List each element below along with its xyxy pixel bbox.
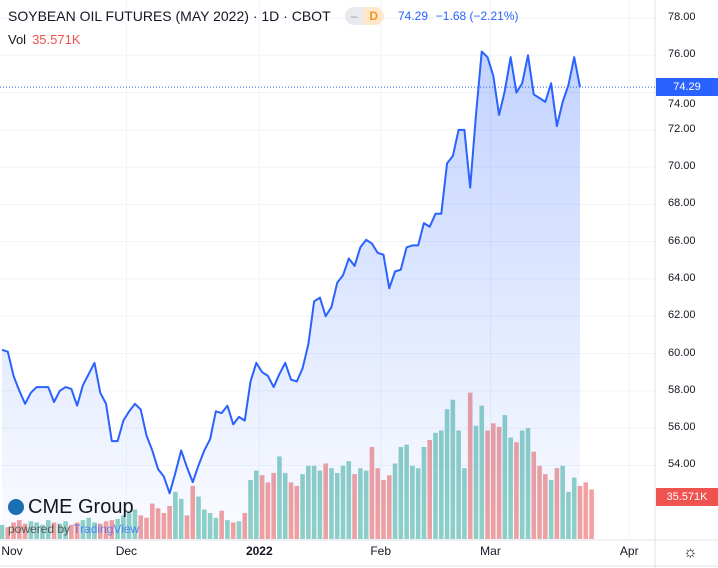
delayed-badge: D <box>363 7 384 25</box>
symbol-title: SOYBEAN OIL FUTURES (MAY 2022) <box>8 8 249 24</box>
volume-bar <box>583 482 589 539</box>
x-tick-label: Apr <box>619 544 639 558</box>
last-volume-tag: 35.571K <box>656 488 718 506</box>
exchange: CBOT <box>291 8 331 24</box>
y-tick-label: 54.00 <box>668 458 696 471</box>
y-tick-label: 72.00 <box>668 122 696 135</box>
volume-legend: Vol 35.571K <box>8 32 81 47</box>
price-area <box>2 51 580 540</box>
volume-value: 35.571K <box>32 32 81 47</box>
powered-text: powered by <box>8 522 71 536</box>
y-tick-label: 62.00 <box>668 309 696 322</box>
volume-label: Vol <box>8 32 27 47</box>
x-tick-label: 2022 <box>245 544 273 558</box>
separator: · <box>252 8 258 24</box>
y-tick-label: 74.00 <box>668 98 696 110</box>
minus-icon: – <box>344 7 364 25</box>
interval: 1D <box>261 8 280 24</box>
separator: · <box>283 8 288 24</box>
x-tick-label: Mar <box>480 544 501 558</box>
x-tick-label: Feb <box>370 544 392 558</box>
volume-bar <box>589 489 594 539</box>
price-line <box>1 50 581 495</box>
status-pill[interactable]: – D <box>344 7 384 25</box>
last-price: 74.29 <box>397 9 429 23</box>
x-tick-label: Nov <box>1 544 23 558</box>
globe-icon <box>8 499 24 515</box>
price-change: −1.68 (−2.21%) <box>435 9 519 23</box>
y-tick-label: 58.00 <box>668 383 696 396</box>
y-tick-label: 78.00 <box>668 11 696 23</box>
last-price-tag: 74.29 <box>656 78 718 96</box>
y-tick-label: 64.00 <box>668 271 696 284</box>
chart-header: SOYBEAN OIL FUTURES (MAY 2022) · 1D · CB… <box>8 7 519 25</box>
logo-text: CME Group <box>28 496 134 518</box>
y-tick-label: 76.00 <box>668 48 696 61</box>
y-tick-label: 66.00 <box>668 234 696 247</box>
y-tick-label: 70.00 <box>668 160 696 173</box>
settings-icon[interactable]: ☼ <box>683 544 698 561</box>
cme-logo[interactable]: CME Group <box>8 496 134 518</box>
y-tick-label: 56.00 <box>668 421 696 434</box>
y-tick-label: 68.00 <box>668 197 696 210</box>
tradingview-link[interactable]: TradingView <box>73 522 140 536</box>
powered-by[interactable]: powered by TradingView <box>8 522 139 536</box>
x-tick-label: Dec <box>115 544 138 558</box>
y-tick-label: 60.00 <box>668 346 696 359</box>
